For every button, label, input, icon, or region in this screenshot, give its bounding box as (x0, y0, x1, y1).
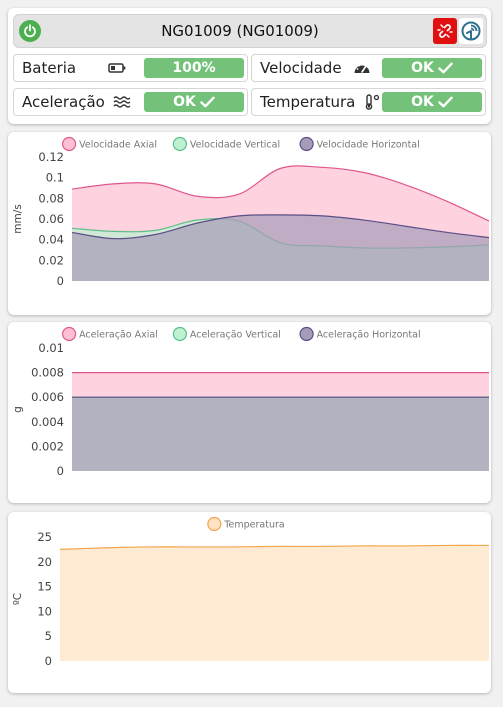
acceleration-chart-y-tick: 0.006 (31, 390, 64, 404)
temperature-label: Temperatura (260, 93, 356, 111)
temperature-value: OK (382, 92, 482, 112)
temperature-chart-y-tick: 0 (45, 654, 52, 668)
velocity-chart-series-line (71, 165, 490, 222)
device-status-card: NG01009 (NG01009) Bateria (8, 8, 491, 124)
acceleration-chart-legend-swatch (299, 326, 314, 342)
velocity-chart-y-tick: 0.04 (38, 233, 64, 247)
acceleration-chart-series-area (72, 397, 489, 471)
device-title: NG01009 (NG01009) (161, 22, 319, 40)
acceleration-chart-y-tick: 0.002 (31, 439, 64, 453)
acceleration-chart-legend-swatch (61, 326, 77, 342)
temperature-chart-series-area (60, 545, 489, 661)
check-icon (200, 96, 215, 108)
vibration-icon (113, 95, 131, 109)
battery-status: Bateria 100% (13, 54, 248, 82)
temperature-chart-y-tick: 15 (37, 580, 52, 594)
velocity-chart-series-line (71, 214, 490, 240)
velocity-chart-y-label: mm/s (12, 204, 24, 233)
check-icon (438, 96, 453, 108)
acceleration-value: OK (144, 92, 244, 112)
temperature-chart-y-tick: 5 (45, 629, 52, 643)
acceleration-value-text: OK (173, 94, 196, 110)
temperature-chart[interactable]: Temperatura 0 5 10 15 20 25 ºC (8, 512, 491, 693)
acceleration-chart-y-tick: 0.01 (38, 341, 64, 355)
velocity-chart-y-tick: 0.1 (46, 171, 64, 185)
acceleration-chart[interactable]: Aceleração Axial Aceleração Vertical Acele… (8, 322, 491, 503)
velocity-chart-card: Velocidade Axial Velocidade Vertical Veloc… (8, 132, 491, 315)
acceleration-status: Aceleração OK (13, 88, 248, 116)
temperature-chart-y-label: ºC (12, 593, 24, 605)
temperature-chart-card: Temperatura 0 5 10 15 20 25 ºC (8, 512, 491, 693)
velocity-value: OK (382, 58, 482, 78)
velocity-chart-y-tick: 0.12 (38, 150, 64, 164)
check-icon (438, 62, 453, 74)
velocity-label: Velocidade (260, 59, 342, 77)
temperature-chart-legend-swatch (207, 516, 222, 532)
acceleration-chart-legend-label: Aceleração Vertical (190, 330, 281, 341)
battery-value: 100% (144, 58, 244, 78)
unlink-icon[interactable] (433, 18, 457, 44)
velocity-chart-legend-label: Velocidade Vertical (190, 140, 280, 151)
velocity-chart-legend-label: Velocidade Axial (79, 140, 157, 151)
velocity-chart-series-area (72, 214, 489, 281)
velocity-chart-legend-swatch (299, 136, 314, 152)
temperature-chart-legend-label: Temperatura (223, 520, 284, 531)
velocity-chart[interactable]: Velocidade Axial Velocidade Vertical Veloc… (8, 132, 491, 315)
battery-label: Bateria (22, 59, 77, 77)
acceleration-label: Aceleração (22, 93, 105, 111)
power-icon[interactable] (19, 20, 41, 42)
thermometer-icon (364, 94, 382, 110)
acceleration-chart-y-tick: 0 (57, 464, 64, 478)
signal-icon[interactable] (459, 18, 483, 44)
acceleration-chart-y-tick: 0.008 (31, 366, 64, 380)
temperature-chart-y-tick: 10 (37, 604, 52, 618)
temperature-chart-y-tick: 20 (37, 555, 52, 569)
temperature-chart-y-tick: 25 (37, 530, 52, 544)
velocity-chart-y-tick: 0.08 (38, 191, 64, 205)
velocity-chart-legend-swatch (61, 136, 77, 152)
velocity-chart-legend-swatch (172, 136, 187, 152)
acceleration-chart-card: Aceleração Axial Aceleração Vertical Acele… (8, 322, 491, 503)
velocity-chart-legend-label: Velocidade Horizontal (317, 140, 420, 151)
acceleration-chart-legend-label: Aceleração Axial (79, 330, 158, 341)
acceleration-chart-legend-label: Aceleração Horizontal (317, 330, 421, 341)
velocity-status: Velocidade OK (251, 54, 486, 82)
temperature-chart-series-line (59, 544, 490, 550)
battery-icon (108, 61, 126, 75)
velocity-value-text: OK (411, 60, 434, 76)
velocity-chart-y-tick: 0.02 (38, 253, 64, 267)
temperature-status: Temperatura OK (251, 88, 486, 116)
device-header: NG01009 (NG01009) (13, 14, 487, 48)
velocity-chart-y-tick: 0.06 (38, 212, 64, 226)
speedometer-icon (353, 61, 371, 75)
acceleration-chart-legend-swatch (172, 326, 187, 342)
acceleration-chart-y-tick: 0.004 (31, 415, 64, 429)
acceleration-chart-y-label: g (12, 406, 24, 413)
temperature-value-text: OK (411, 94, 434, 110)
velocity-chart-y-tick: 0 (57, 274, 64, 288)
